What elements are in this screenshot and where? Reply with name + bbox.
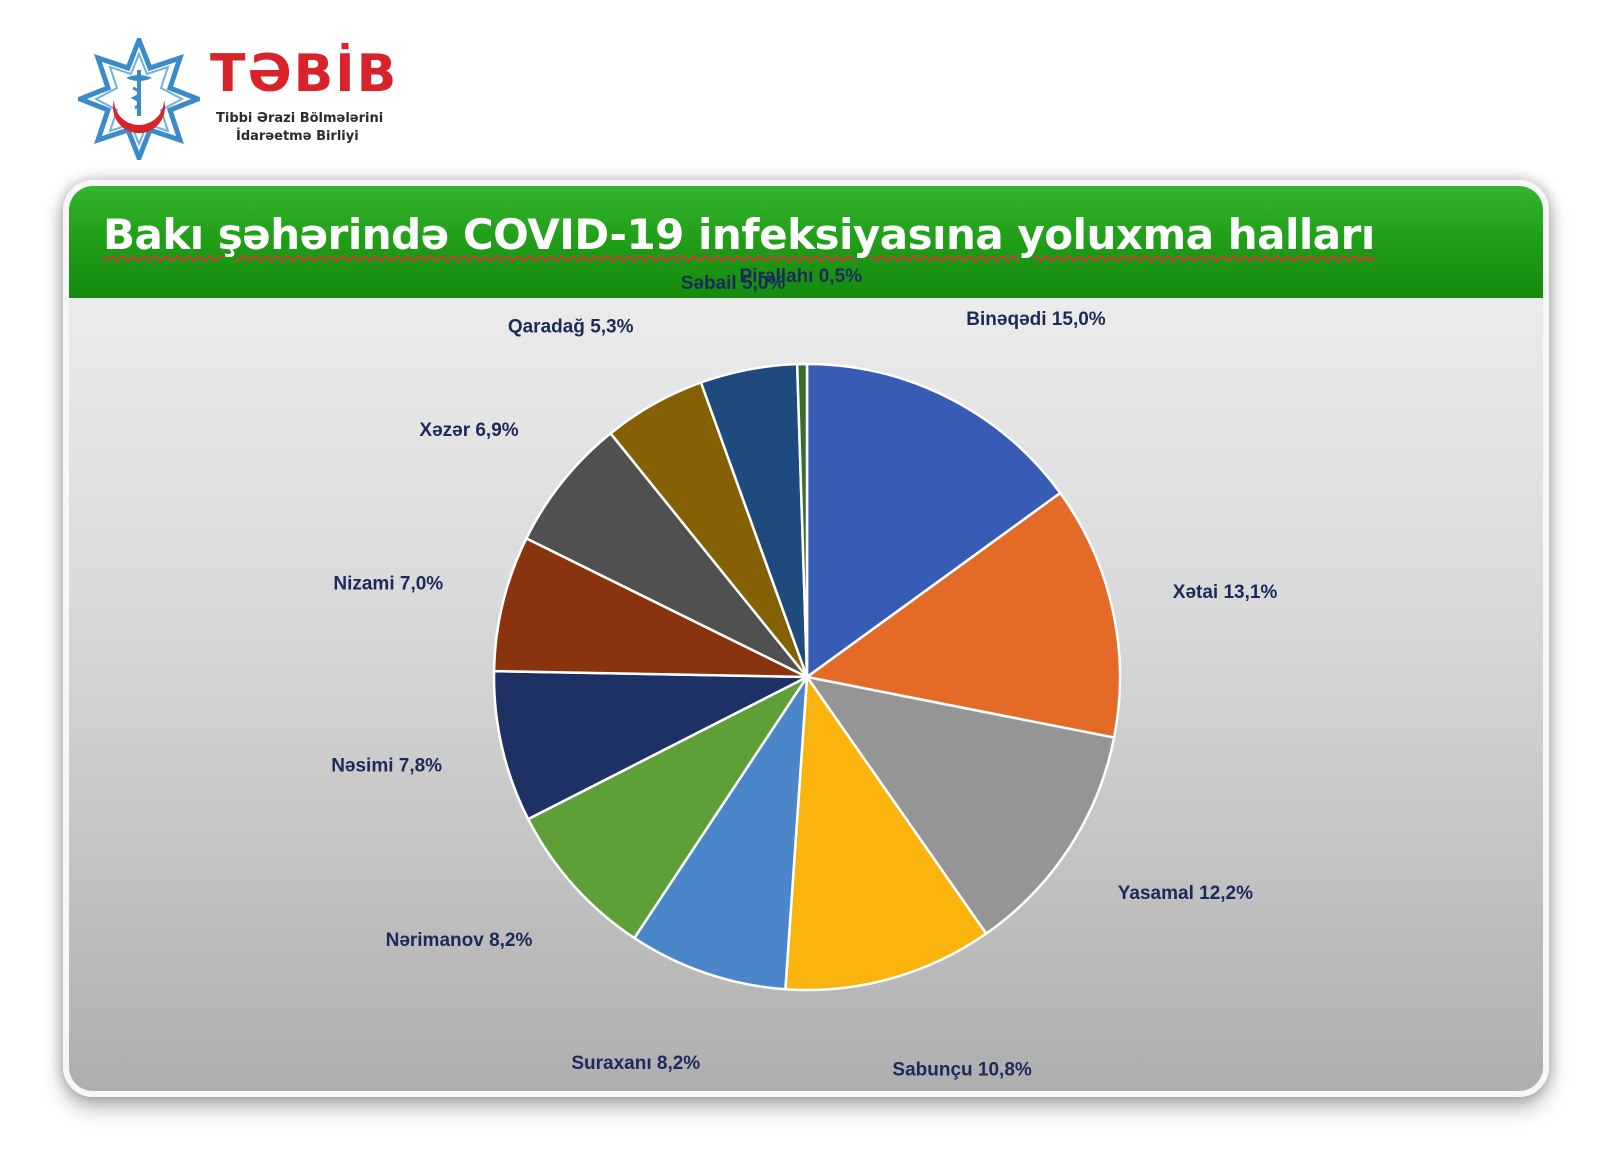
tebib-emblem-icon bbox=[78, 38, 200, 160]
tebib-logo: TƏBİB Tibbi Ərazi Bölmələrini İdarəetmə … bbox=[78, 38, 408, 160]
logo-subtitle-line2: İdarəetmə Birliyi bbox=[236, 129, 359, 144]
logo-subtitle-line1: Tibbi Ərazi Bölmələrini bbox=[216, 111, 384, 126]
logo-name: TƏBİB bbox=[210, 44, 399, 104]
panel-header: Bakı şəhərində COVID-19 infeksiyasına yo… bbox=[69, 186, 1543, 298]
chart-title-text: Bakı şəhərində COVID-19 infeksiyasına yo… bbox=[103, 210, 1375, 259]
logo-subtitle: Tibbi Ərazi Bölmələrini İdarəetmə Birliy… bbox=[216, 110, 383, 146]
chart-title: Bakı şəhərində COVID-19 infeksiyasına yo… bbox=[103, 210, 1375, 259]
chart-panel: Bakı şəhərində COVID-19 infeksiyasına yo… bbox=[63, 180, 1549, 1097]
